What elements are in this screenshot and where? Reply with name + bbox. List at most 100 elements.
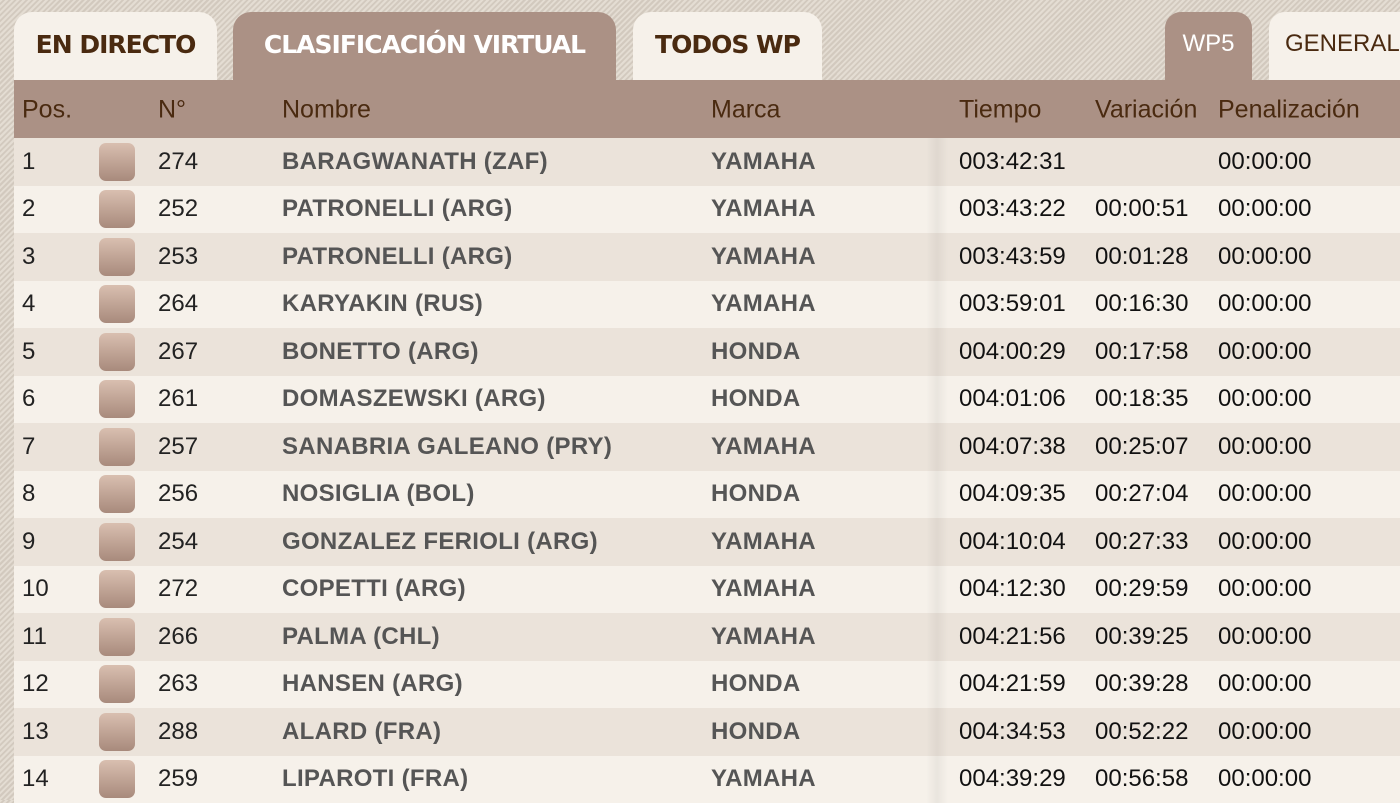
time-cell: 004:21:56 — [959, 623, 1066, 651]
tab-todos-wp[interactable]: TODOS WP — [633, 12, 822, 80]
brand-cell: YAMAHA — [711, 623, 816, 651]
position-cell: 6 — [22, 385, 35, 413]
brand-cell: HONDA — [711, 480, 801, 508]
brand-cell: HONDA — [711, 670, 801, 698]
penalty-cell: 00:00:00 — [1218, 148, 1311, 176]
penalty-cell: 00:00:00 — [1218, 290, 1311, 318]
position-cell: 10 — [22, 575, 49, 603]
table-row[interactable]: 9 254 GONZALEZ FERIOLI (ARG) YAMAHA 004:10:0… — [14, 518, 1400, 566]
brand-cell: HONDA — [711, 718, 801, 746]
header-pos[interactable]: Pos. — [22, 96, 72, 125]
flag-icon — [99, 570, 135, 608]
header-variation[interactable]: Variación — [1095, 96, 1197, 125]
name-cell: HANSEN (ARG) — [282, 670, 463, 698]
brand-cell: YAMAHA — [711, 528, 816, 556]
name-cell: PATRONELLI (ARG) — [282, 195, 513, 223]
variation-cell: 00:27:04 — [1095, 480, 1188, 508]
position-cell: 8 — [22, 480, 35, 508]
brand-cell: HONDA — [711, 385, 801, 413]
time-cell: 004:09:35 — [959, 480, 1066, 508]
penalty-cell: 00:00:00 — [1218, 718, 1311, 746]
name-cell: BONETTO (ARG) — [282, 338, 479, 366]
column-shade — [926, 471, 948, 519]
name-cell: NOSIGLIA (BOL) — [282, 480, 475, 508]
time-cell: 003:42:31 — [959, 148, 1066, 176]
table-row[interactable]: 8 256 NOSIGLIA (BOL) HONDA 004:09:35 00:27:04… — [14, 471, 1400, 519]
variation-cell: 00:17:58 — [1095, 338, 1188, 366]
header-time[interactable]: Tiempo — [959, 96, 1041, 125]
column-shade — [926, 756, 948, 803]
time-cell: 003:59:01 — [959, 290, 1066, 318]
number-cell: 266 — [158, 623, 198, 651]
flag-icon — [99, 665, 135, 703]
variation-cell: 00:01:28 — [1095, 243, 1188, 271]
tab-general[interactable]: GENERAL — [1269, 12, 1400, 80]
number-cell: 272 — [158, 575, 198, 603]
flag-icon — [99, 713, 135, 751]
column-shade — [926, 613, 948, 661]
position-cell: 9 — [22, 528, 35, 556]
flag-icon — [99, 475, 135, 513]
flag-icon — [99, 618, 135, 656]
column-shade — [926, 186, 948, 234]
tab-clasificacion-virtual[interactable]: CLASIFICACIÓN VIRTUAL — [233, 12, 616, 80]
number-cell: 256 — [158, 480, 198, 508]
time-cell: 004:07:38 — [959, 433, 1066, 461]
number-cell: 274 — [158, 148, 198, 176]
brand-cell: YAMAHA — [711, 195, 816, 223]
penalty-cell: 00:00:00 — [1218, 243, 1311, 271]
flag-icon — [99, 380, 135, 418]
name-cell: PALMA (CHL) — [282, 623, 440, 651]
penalty-cell: 00:00:00 — [1218, 575, 1311, 603]
header-penalty[interactable]: Penalización — [1218, 96, 1360, 125]
number-cell: 263 — [158, 670, 198, 698]
column-shade — [926, 518, 948, 566]
brand-cell: YAMAHA — [711, 765, 816, 793]
time-cell: 004:10:04 — [959, 528, 1066, 556]
name-cell: COPETTI (ARG) — [282, 575, 466, 603]
flag-icon — [99, 523, 135, 561]
column-shade — [926, 138, 948, 186]
number-cell: 253 — [158, 243, 198, 271]
number-cell: 254 — [158, 528, 198, 556]
position-cell: 5 — [22, 338, 35, 366]
tab-wp5[interactable]: WP5 — [1165, 12, 1252, 80]
header-brand[interactable]: Marca — [711, 96, 780, 125]
name-cell: SANABRIA GALEANO (PRY) — [282, 433, 612, 461]
time-cell: 004:21:59 — [959, 670, 1066, 698]
tab-en-directo[interactable]: EN DIRECTO — [14, 12, 217, 80]
name-cell: KARYAKIN (RUS) — [282, 290, 483, 318]
brand-cell: YAMAHA — [711, 575, 816, 603]
position-cell: 12 — [22, 670, 49, 698]
variation-cell: 00:18:35 — [1095, 385, 1188, 413]
flag-icon — [99, 760, 135, 798]
variation-cell: 00:52:22 — [1095, 718, 1188, 746]
variation-cell: 00:39:28 — [1095, 670, 1188, 698]
flag-icon — [99, 428, 135, 466]
position-cell: 4 — [22, 290, 35, 318]
time-cell: 004:00:29 — [959, 338, 1066, 366]
number-cell: 252 — [158, 195, 198, 223]
number-cell: 259 — [158, 765, 198, 793]
header-name[interactable]: Nombre — [282, 96, 371, 125]
name-cell: GONZALEZ FERIOLI (ARG) — [282, 528, 598, 556]
time-cell: 003:43:22 — [959, 195, 1066, 223]
penalty-cell: 00:00:00 — [1218, 338, 1311, 366]
name-cell: ALARD (FRA) — [282, 718, 441, 746]
brand-cell: YAMAHA — [711, 433, 816, 461]
number-cell: 267 — [158, 338, 198, 366]
penalty-cell: 00:00:00 — [1218, 195, 1311, 223]
header-num[interactable]: N° — [158, 96, 186, 125]
